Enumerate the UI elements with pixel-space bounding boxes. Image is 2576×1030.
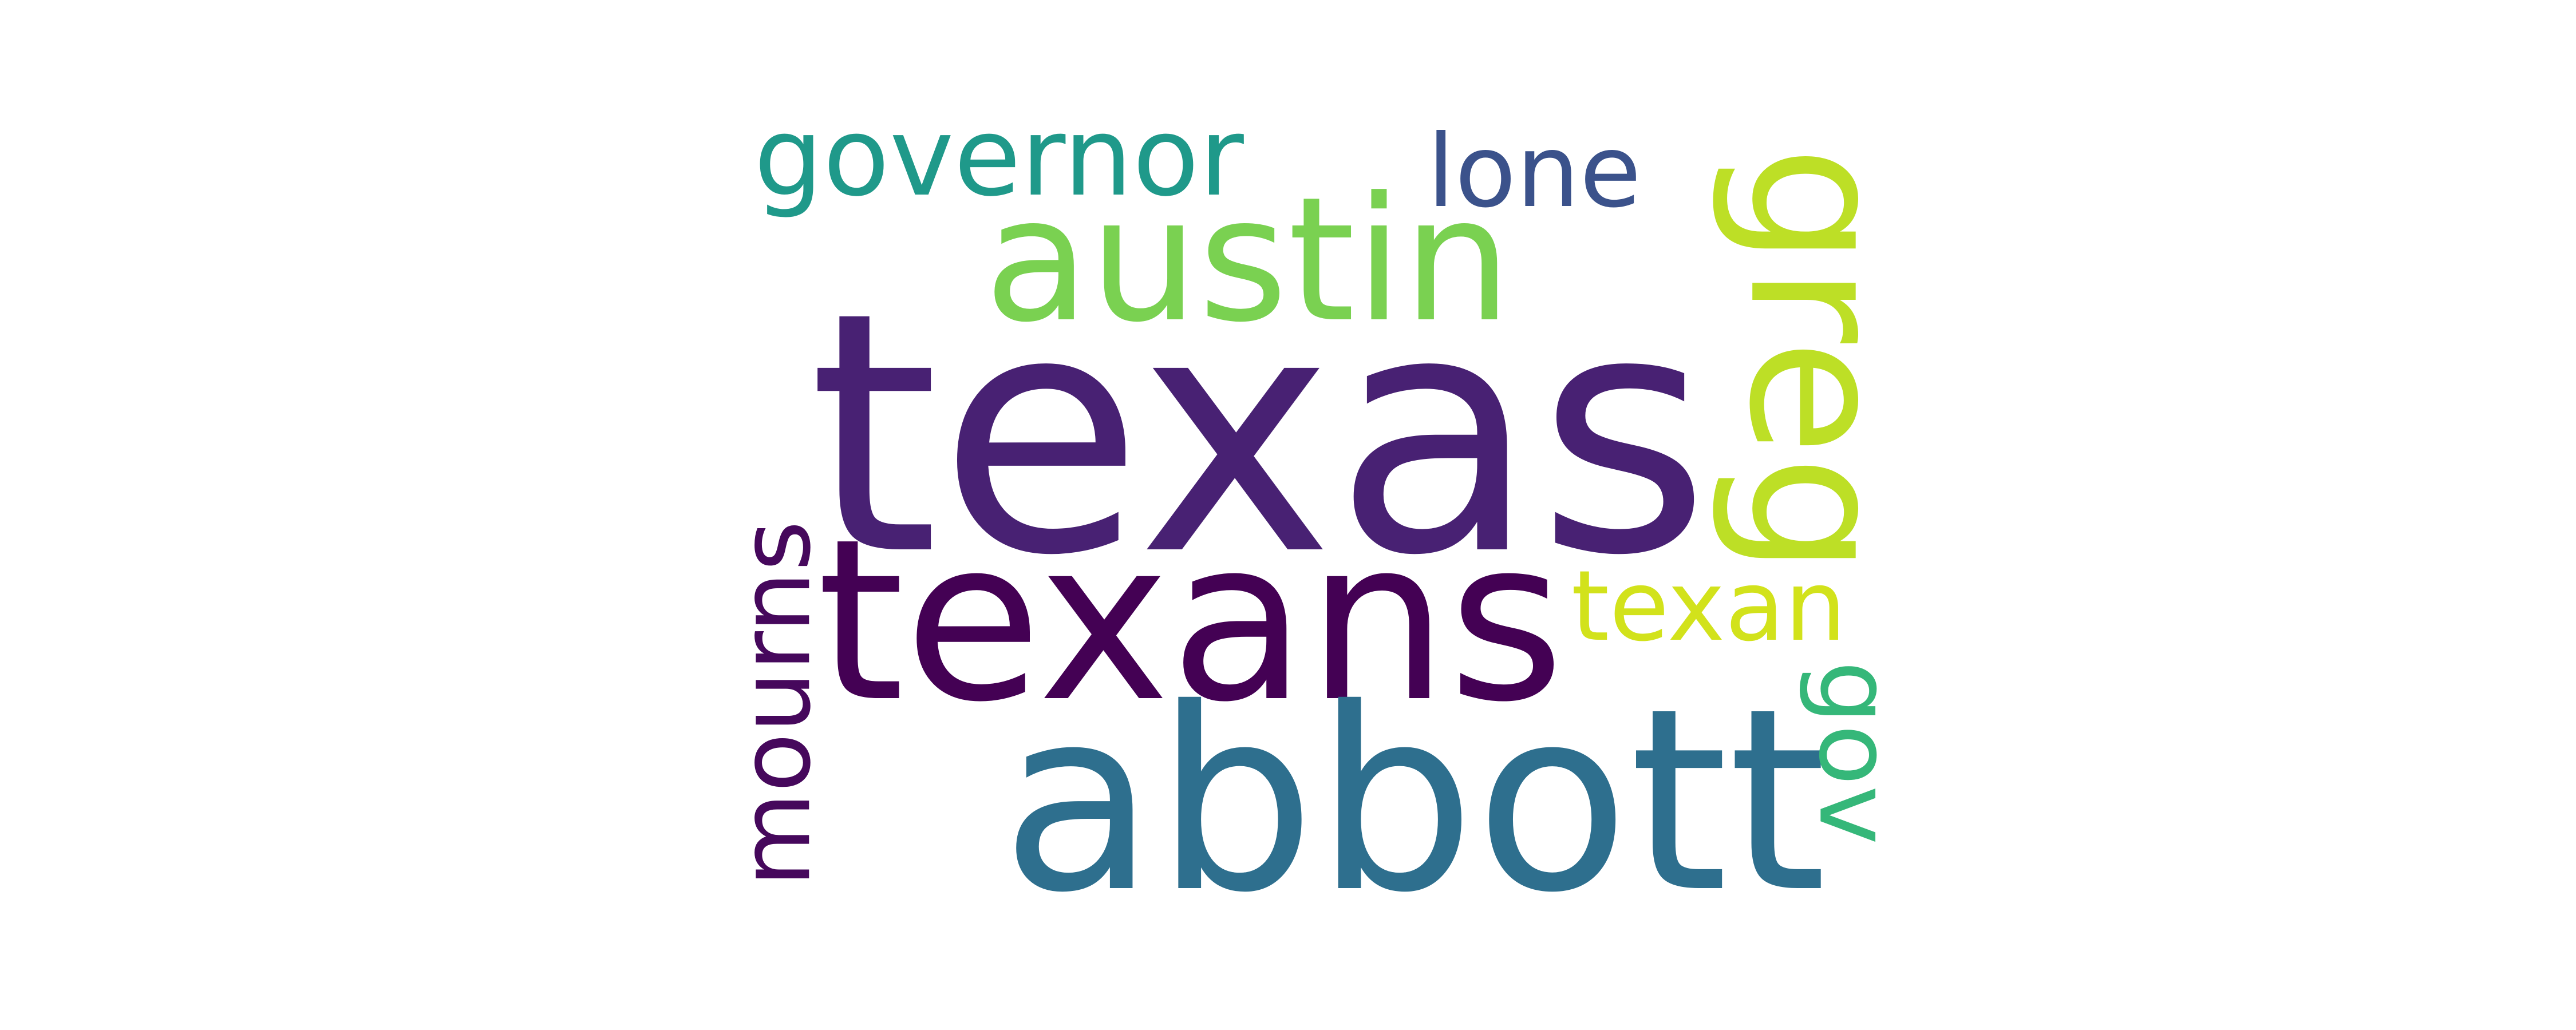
word-texans: texans xyxy=(816,491,1565,751)
word-austin: austin xyxy=(984,160,1512,360)
word-texas: texas xyxy=(808,241,1710,628)
word-lone: lone xyxy=(1427,113,1642,230)
word-greg: greg xyxy=(1708,145,1927,576)
word-abbott: abbott xyxy=(1001,655,1827,948)
word-texan: texan xyxy=(1571,550,1847,663)
word-governor: governor xyxy=(754,94,1244,220)
word-mourns: mourns xyxy=(718,520,832,888)
word-gov: gov xyxy=(1796,660,1913,845)
